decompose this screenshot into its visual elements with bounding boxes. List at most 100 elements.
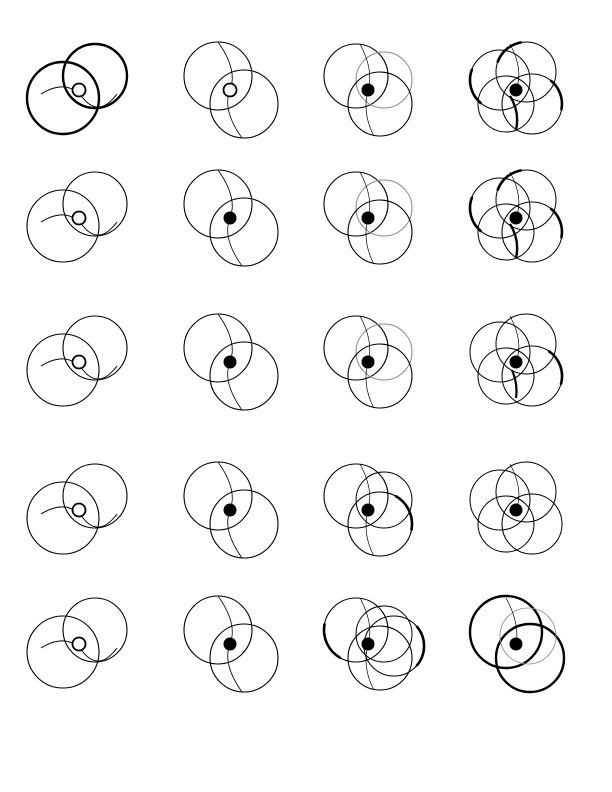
- center-dot-filled: [361, 503, 375, 517]
- inner-curve-top: [359, 315, 371, 363]
- bold-arc-right: [550, 79, 564, 111]
- inner-curve-bottom: [365, 217, 375, 265]
- circle-faint: [499, 607, 557, 665]
- circle-lower: [209, 341, 279, 411]
- center-dot-filled: [509, 355, 523, 369]
- circle-lower: [209, 69, 279, 139]
- circle-right: [62, 463, 128, 529]
- inner-curve-top: [359, 463, 371, 511]
- center-dot-filled: [223, 211, 237, 225]
- bold-arc-left: [468, 196, 482, 233]
- circle-left: [26, 333, 100, 407]
- inner-curve-bottom: [227, 217, 243, 267]
- circle-upper-right: [495, 461, 557, 523]
- bold-arc-top: [496, 169, 523, 191]
- circle-upper-right: [355, 51, 413, 109]
- inner-curve-top: [217, 313, 233, 363]
- figure-r3c1: [26, 315, 128, 407]
- inner-curve-bottom: [227, 509, 243, 559]
- inner-curve-top: [509, 463, 520, 511]
- center-dot-filled: [223, 503, 237, 517]
- bold-arc-right: [415, 625, 426, 667]
- figure-r1c1: [25, 42, 129, 136]
- circle-upper-right: [495, 169, 557, 231]
- inner-curve: [40, 506, 118, 528]
- circle-left: [25, 60, 101, 136]
- inner-curve-bottom: [227, 643, 243, 693]
- figure-r2c4: [468, 169, 564, 263]
- center-dot-hollow: [71, 354, 87, 370]
- circle-upper-right: [495, 41, 557, 103]
- circle-upper-left: [468, 594, 544, 670]
- figure-r2c2: [183, 169, 279, 267]
- inner-curve: [40, 640, 118, 662]
- bold-arc-top: [496, 41, 523, 63]
- inner-curve-top: [509, 315, 520, 363]
- bold-arc-right: [550, 207, 564, 239]
- circle-upper-left: [323, 171, 389, 237]
- circle-upper-left: [323, 463, 389, 529]
- figure-r5c1: [26, 597, 128, 689]
- inner-curve-top: [359, 43, 371, 91]
- circle-upper-right: [495, 313, 557, 375]
- figure-r4c3: [323, 463, 414, 557]
- center-dot-filled: [223, 637, 237, 651]
- center-dot-hollow: [71, 636, 87, 652]
- circle-upper-left: [469, 469, 531, 531]
- circle-lower-left: [477, 495, 535, 553]
- circle-left: [26, 615, 100, 689]
- bold-arc-bottom: [510, 369, 518, 399]
- figure-r3c4: [469, 313, 564, 407]
- center-dot-filled: [361, 637, 375, 651]
- circle-left: [26, 481, 100, 555]
- center-dot-hollow: [71, 210, 87, 226]
- inner-curve: [40, 358, 118, 380]
- circle-upper-left: [469, 321, 531, 383]
- center-dot-hollow: [222, 82, 238, 98]
- circle-right: [61, 42, 129, 110]
- inner-curve: [40, 86, 118, 108]
- bold-arc-left: [322, 623, 342, 659]
- center-dot-filled: [361, 211, 375, 225]
- inner-curve-bottom: [365, 509, 375, 557]
- circle-upper: [183, 169, 253, 239]
- figure-r2c1: [26, 171, 128, 263]
- circle-upper-right: [355, 179, 413, 237]
- inner-curve-top: [217, 595, 233, 645]
- center-dot-filled: [509, 83, 523, 97]
- figure-r1c3: [323, 43, 413, 137]
- circle-upper: [183, 313, 253, 383]
- figure-r2c3: [323, 171, 413, 265]
- figure-r4c2: [183, 461, 279, 559]
- circle-lower-left: [477, 75, 535, 133]
- circle-lower: [347, 343, 413, 409]
- inner-curve-top: [509, 43, 520, 91]
- figure-r3c3: [323, 315, 413, 409]
- inner-curve-top: [505, 597, 518, 645]
- bold-arc: [394, 495, 414, 531]
- inner-curve-bottom: [365, 361, 375, 409]
- circle-lower-left: [477, 203, 535, 261]
- circle-upper: [183, 41, 253, 111]
- inner-curve-bottom: [365, 89, 375, 137]
- inner-curve-bottom: [227, 361, 243, 411]
- figure-r4c1: [26, 463, 128, 555]
- circle-lower: [209, 489, 279, 559]
- center-dot-hollow: [71, 502, 87, 518]
- bold-arc-left: [468, 68, 482, 105]
- circle-lower: [209, 623, 279, 693]
- bold-arc-right: [547, 350, 564, 386]
- circle-lower-right: [501, 493, 563, 555]
- circle-upper-right: [355, 605, 413, 663]
- bold-arc-bottom: [508, 95, 519, 131]
- circle-lower: [347, 199, 413, 265]
- circle-upper: [183, 461, 253, 531]
- center-dot-filled: [361, 83, 375, 97]
- circle-upper-right: [355, 471, 413, 529]
- figure-r1c4: [468, 41, 564, 135]
- figure-r1c2: [183, 41, 279, 139]
- center-dot-filled: [509, 211, 523, 225]
- figure-r5c2: [183, 595, 279, 693]
- circle-lower-left: [477, 347, 535, 405]
